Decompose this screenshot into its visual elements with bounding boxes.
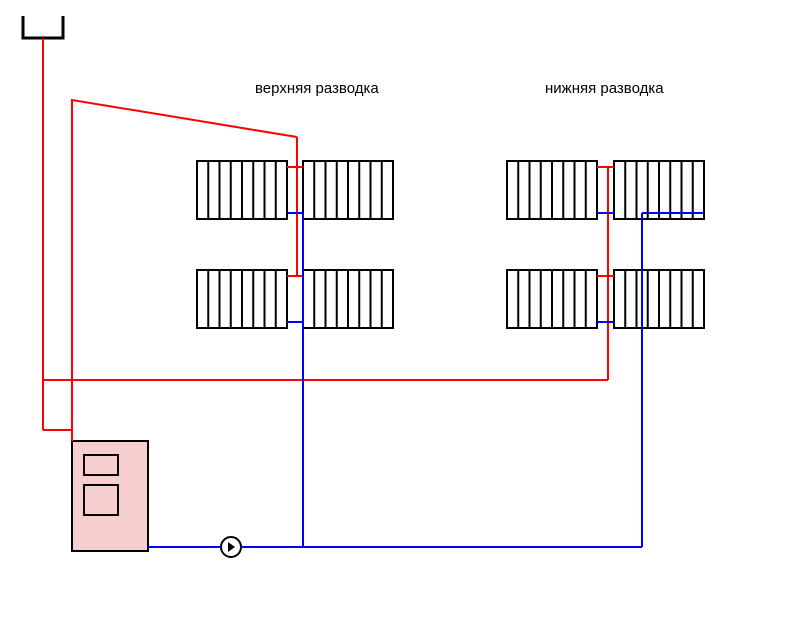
radiator xyxy=(614,270,704,328)
boiler-panel xyxy=(84,455,118,475)
heating-diagram xyxy=(0,0,800,622)
expansion-tank xyxy=(23,16,63,38)
radiator xyxy=(507,161,597,219)
radiator xyxy=(507,270,597,328)
radiator xyxy=(303,270,393,328)
radiator xyxy=(197,270,287,328)
supply-to-top-group xyxy=(72,100,297,380)
radiator xyxy=(303,161,393,219)
boiler-panel xyxy=(84,485,118,515)
radiator xyxy=(197,161,287,219)
radiator xyxy=(614,161,704,219)
